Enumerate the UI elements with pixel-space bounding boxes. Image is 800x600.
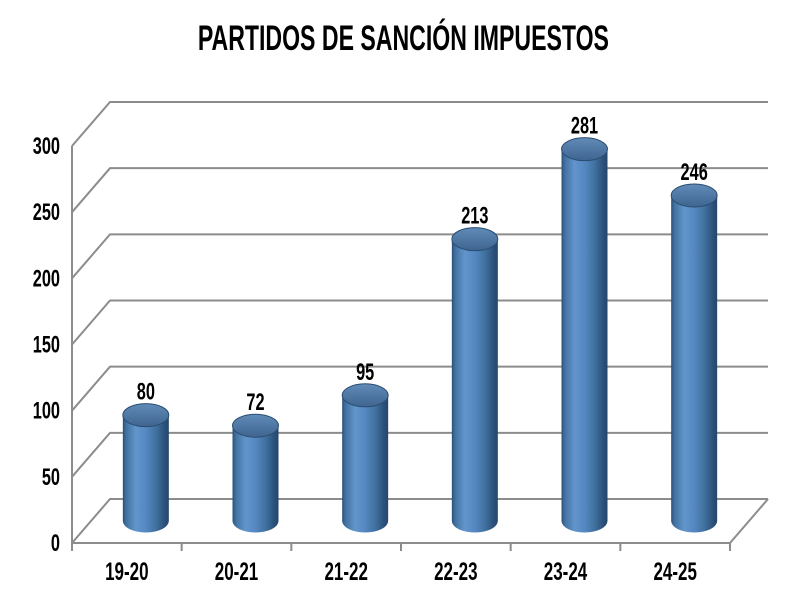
- gridline-300: [71, 101, 768, 147]
- bar-cylinder-top-22-23: [451, 227, 499, 252]
- bar-cylinder-22-23: [451, 239, 498, 533]
- bar-cylinder-top-19-20: [122, 403, 170, 428]
- y-axis-label-300: 300: [33, 133, 60, 160]
- x-axis-label-24-25: 24-25: [653, 558, 697, 586]
- bar-cylinder-24-25: [671, 195, 718, 533]
- floor-right-edge: [729, 498, 769, 544]
- gridline-200: [71, 233, 768, 279]
- x-axis-label-23-24: 23-24: [544, 558, 588, 586]
- gridline-100: [71, 365, 768, 412]
- x-axis-label-21-22: 21-22: [324, 558, 368, 586]
- y-axis-label-200: 200: [33, 265, 60, 292]
- y-axis-label-0: 0: [51, 530, 60, 557]
- chart-title: PARTIDOS DE SANCIÓN IMPUESTOS: [197, 19, 609, 58]
- bar-value-label-22-23: 213: [461, 203, 488, 230]
- bar-value-label-19-20: 80: [137, 379, 155, 406]
- bar-cylinder-top-20-21: [232, 413, 279, 438]
- bar-cylinder-20-21: [232, 425, 279, 533]
- x-axis-label-20-21: 20-21: [215, 558, 259, 586]
- bar-cylinder-21-22: [342, 395, 389, 533]
- bar-cylinder-23-24: [561, 149, 608, 533]
- y-axis-label-100: 100: [33, 398, 60, 425]
- x-axis-label-19-20: 19-20: [105, 558, 148, 586]
- bar-value-label-20-21: 72: [246, 389, 264, 416]
- y-axis-label-150: 150: [33, 331, 60, 358]
- bar-value-label-24-25: 246: [681, 159, 708, 186]
- bar-cylinder-top-23-24: [561, 137, 608, 162]
- x-axis-label-22-23: 22-23: [434, 558, 478, 586]
- bar-value-label-23-24: 281: [571, 113, 598, 140]
- bar-cylinder-19-20: [122, 415, 169, 533]
- gridline-0: [71, 498, 768, 544]
- gridline-150: [71, 299, 768, 346]
- y-axis-label-250: 250: [33, 199, 60, 226]
- gridline-50: [71, 431, 768, 478]
- bar-value-label-21-22: 95: [356, 359, 374, 386]
- y-axis-label-50: 50: [42, 464, 60, 491]
- bar-cylinder-top-24-25: [670, 183, 718, 208]
- gridline-250: [71, 167, 768, 213]
- bar-cylinder-top-21-22: [341, 383, 389, 408]
